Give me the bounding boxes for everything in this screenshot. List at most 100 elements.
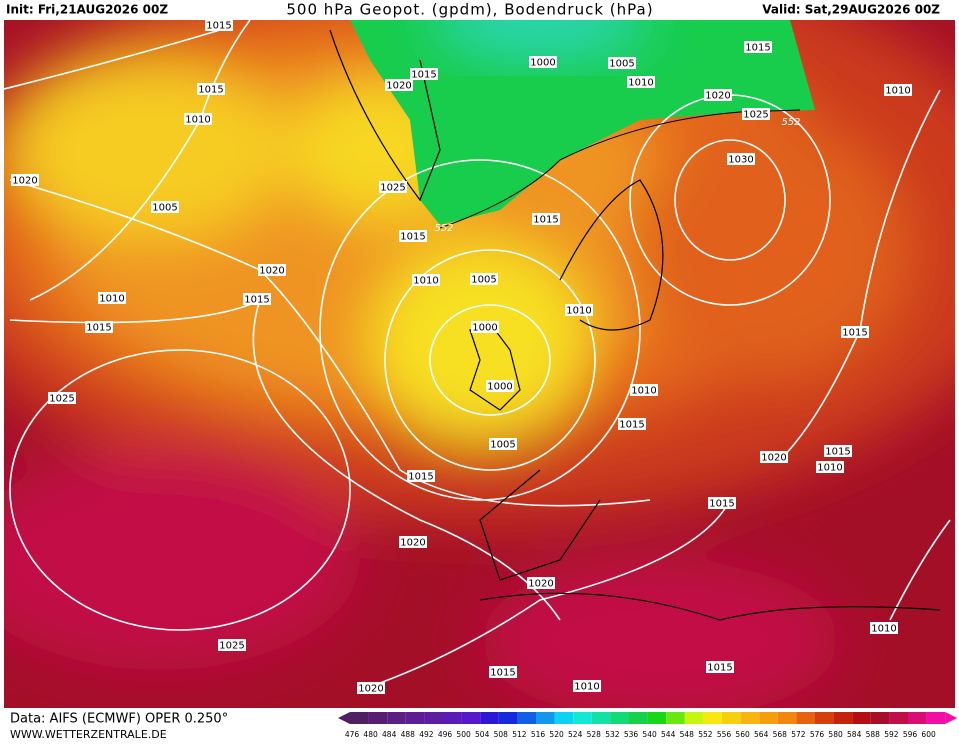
scale-label: 528 <box>587 730 602 739</box>
isobar-label: 1020 <box>761 453 786 464</box>
scale-label: 540 <box>642 730 657 739</box>
isobar-label-box <box>630 384 658 396</box>
scale-label: 584 <box>847 730 862 739</box>
isobar-label: 1010 <box>566 306 591 317</box>
isobar-label-box <box>399 536 427 548</box>
isobar-label-box <box>704 89 732 101</box>
scale-label: 480 <box>363 730 378 739</box>
scale-label: 548 <box>680 730 695 739</box>
scale-label: 576 <box>810 730 825 739</box>
isobar-label: 1015 <box>619 420 644 431</box>
scale-swatch <box>443 712 462 724</box>
scale-label: 508 <box>494 730 509 739</box>
isobar-label-box <box>489 666 517 678</box>
isobar-label: 1025 <box>219 641 244 652</box>
isobar-label: 1010 <box>817 463 842 474</box>
scale-label: 580 <box>828 730 843 739</box>
isobar-label: 1010 <box>885 86 910 97</box>
isobar-label-box <box>870 622 898 634</box>
scale-arrow-left <box>338 712 350 724</box>
isobar-label-box <box>11 174 39 186</box>
isobar-label-box <box>841 326 869 338</box>
isobar-label: 1020 <box>705 91 730 102</box>
isobar-label-box <box>527 577 555 589</box>
isobar-label: 1020 <box>12 176 37 187</box>
isobar-label-box <box>197 83 225 95</box>
valid-time: Valid: Sat,29AUG2026 00Z <box>762 3 940 17</box>
isobar-label-box <box>243 293 271 305</box>
isobar-label: 1010 <box>574 682 599 693</box>
isobar-label-box <box>573 680 601 692</box>
isobar-label-box <box>824 445 852 457</box>
isobar-label-box <box>742 108 770 120</box>
isobar-label-box <box>727 153 755 165</box>
isobar-label-box <box>565 304 593 316</box>
isobar-label-box <box>760 451 788 463</box>
scale-swatch <box>777 712 797 724</box>
scale-swatch <box>368 712 388 724</box>
isobar-label-box <box>744 41 772 53</box>
scale-swatch <box>926 712 946 724</box>
isobar-label-box <box>486 380 514 392</box>
isobar-label-box <box>48 392 76 404</box>
isobar-label-box <box>98 292 126 304</box>
scale-label: 552 <box>698 730 713 739</box>
isobar-label-box <box>410 68 438 80</box>
contour-label: 552 <box>781 117 800 128</box>
isobar-label: 1010 <box>413 276 438 287</box>
isobar-label: 1015 <box>408 472 433 483</box>
scale-swatch <box>703 712 722 724</box>
isobar-label: 1000 <box>487 382 512 393</box>
isobar-label: 1015 <box>709 499 734 510</box>
isobar-label: 1010 <box>871 624 896 635</box>
isobar-label: 1015 <box>198 85 223 96</box>
isobar-label: 1010 <box>99 294 124 305</box>
scale-label: 556 <box>717 730 732 739</box>
isobar-label: 1015 <box>745 43 770 54</box>
scale-swatch <box>889 712 908 724</box>
isobar-label-box <box>184 113 212 125</box>
scale-swatch <box>610 712 629 724</box>
isobar-label: 1025 <box>49 394 74 405</box>
isobars <box>4 20 951 691</box>
scale-swatch <box>740 712 760 724</box>
scale-label: 564 <box>754 730 769 739</box>
isobar-label-box <box>85 321 113 333</box>
scale-swatch <box>833 712 853 724</box>
isobar-label: 1020 <box>528 579 553 590</box>
scale-label: 532 <box>605 730 620 739</box>
isobar-label: 1015 <box>411 70 436 81</box>
isobar-label-box <box>532 213 560 225</box>
scale-swatch <box>796 712 815 724</box>
isobar-label-box <box>357 682 385 694</box>
map-field <box>4 20 955 708</box>
init-time: Init: Fri,21AUG2026 00Z <box>6 3 168 17</box>
isobar-label-box <box>608 57 636 69</box>
isobar-label-box <box>816 461 844 473</box>
scale-label: 476 <box>345 730 360 739</box>
isobar-label-box <box>379 181 407 193</box>
isobar-label: 1015 <box>86 323 111 334</box>
isobar-label: 1010 <box>631 386 656 397</box>
scale-swatch <box>666 712 685 724</box>
isobar-label: 1015 <box>244 295 269 306</box>
scale-label: 596 <box>903 730 918 739</box>
scale-swatch <box>647 712 667 724</box>
scale-label: 504 <box>475 730 490 739</box>
scale-label: 592 <box>884 730 899 739</box>
isobar-label-box <box>407 470 435 482</box>
isobar-label-box <box>627 76 655 88</box>
contour-label: 552 <box>434 223 453 234</box>
scale-swatch <box>722 712 741 724</box>
isobar-label: 1010 <box>628 78 653 89</box>
isobar-label: 1015 <box>842 328 867 339</box>
isobar-label-box <box>205 19 233 31</box>
scale-swatch <box>852 712 871 724</box>
isobar-label-box <box>151 201 179 213</box>
scale-label: 492 <box>419 730 434 739</box>
scale-swatch <box>908 712 927 724</box>
scale-arrow-right <box>945 712 958 724</box>
isobar-label: 1020 <box>259 266 284 277</box>
